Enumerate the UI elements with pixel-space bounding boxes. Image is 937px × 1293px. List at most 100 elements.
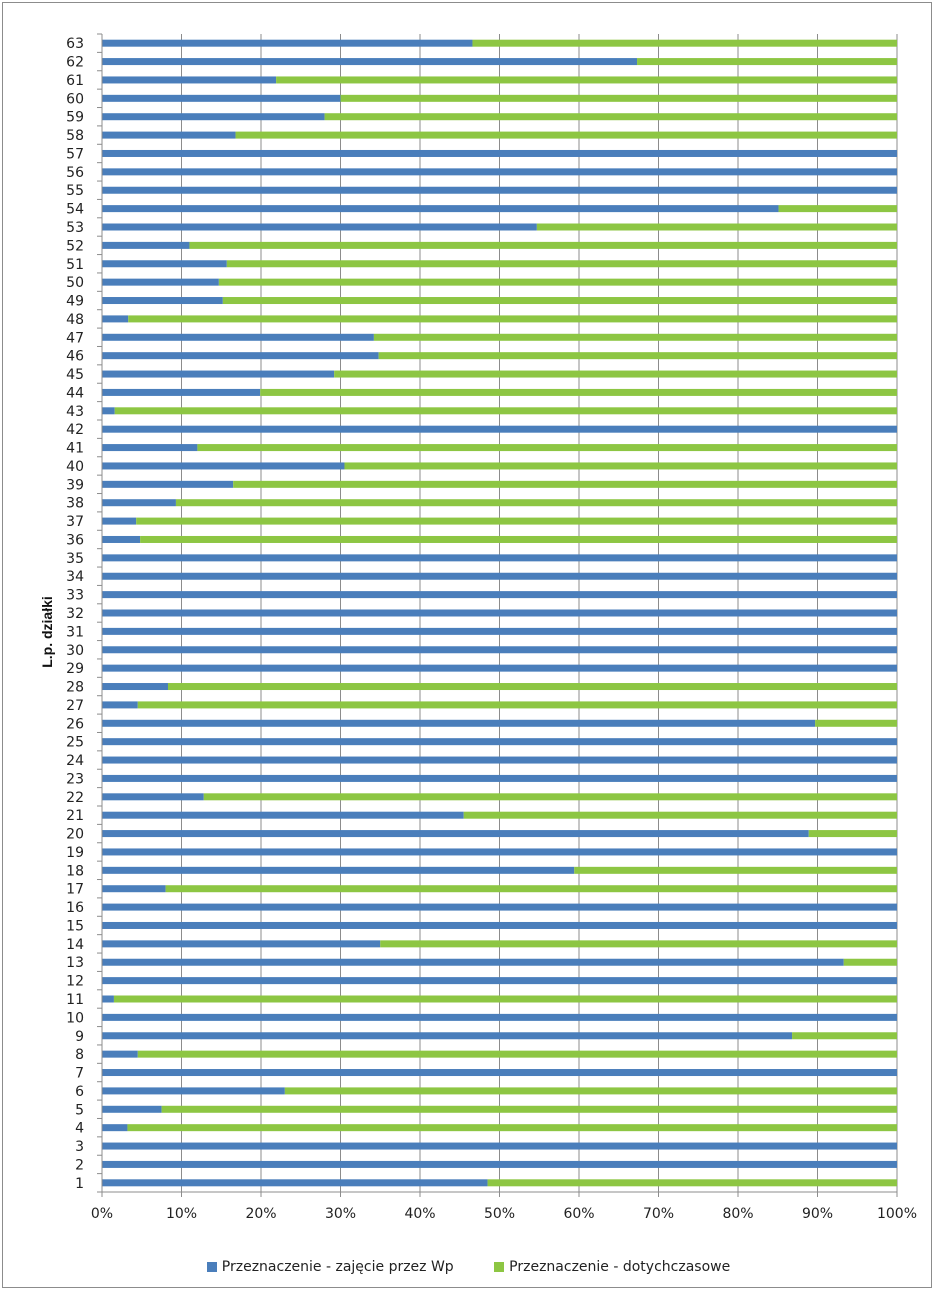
y-tick-label: 15: [66, 918, 84, 934]
legend: Przeznaczenie - zajęcie przez Wp Przezna…: [0, 1259, 937, 1276]
bar-segment-wp: [102, 811, 464, 819]
bars-layer: [102, 39, 898, 1187]
bar-segment-existing: [808, 830, 897, 838]
bar-segment-wp: [102, 830, 809, 838]
bar-segment-existing: [260, 388, 898, 396]
x-tick-label: 60%: [563, 1206, 594, 1222]
y-axis-title: L.p. działki: [39, 596, 55, 668]
y-tick-label: 50: [66, 275, 84, 291]
bar-segment-existing: [380, 940, 897, 948]
bar-segment-wp: [102, 1087, 285, 1095]
bar-segment-wp: [102, 168, 897, 176]
bar-segment-existing: [487, 1179, 897, 1187]
y-tick-label: 29: [66, 661, 84, 677]
bar-segment-wp: [102, 793, 204, 801]
bar-segment-existing: [167, 683, 898, 691]
bar-segment-existing: [128, 315, 898, 323]
bar-segment-existing: [472, 39, 897, 47]
bar-segment-existing: [373, 333, 897, 341]
y-tick-label: 6: [75, 1084, 84, 1100]
bar-segment-wp: [102, 719, 816, 727]
bar-segment-existing: [226, 260, 897, 268]
bar-segment-wp: [102, 278, 219, 286]
y-tick-label: 9: [75, 1029, 84, 1045]
y-tick-label: 58: [66, 128, 84, 144]
y-tick-label: 36: [66, 532, 84, 548]
y-tick-label: 55: [66, 183, 84, 199]
bar-segment-wp: [102, 425, 897, 433]
bar-segment-wp: [102, 352, 379, 360]
bar-segment-wp: [102, 866, 575, 874]
y-tick-label: 61: [66, 73, 84, 89]
y-tick-label: 19: [66, 845, 84, 861]
x-tick-label: 10%: [166, 1206, 197, 1222]
bar-segment-existing: [197, 444, 897, 452]
x-tick-label: 40%: [404, 1206, 435, 1222]
bar-segment-existing: [463, 811, 897, 819]
bar-segment-existing: [113, 995, 898, 1003]
bar-segment-wp: [102, 480, 234, 488]
x-tick-label: 80%: [722, 1206, 753, 1222]
bar-segment-wp: [102, 554, 897, 562]
bar-segment-wp: [102, 444, 198, 452]
axes-layer: [97, 33, 898, 1197]
y-tick-label: 31: [66, 624, 84, 640]
y-tick-label: 35: [66, 551, 84, 567]
bar-segment-existing: [203, 793, 897, 801]
bar-segment-wp: [102, 1013, 897, 1021]
bar-segment-existing: [284, 1087, 898, 1095]
bar-segment-wp: [102, 58, 638, 66]
bar-segment-existing: [378, 352, 897, 360]
legend-swatch-green: [494, 1262, 505, 1272]
y-tick-label: 2: [75, 1157, 84, 1173]
y-tick-label: 49: [66, 294, 84, 310]
bar-segment-wp: [102, 94, 341, 102]
y-tick-label: 24: [66, 753, 84, 769]
bar-segment-wp: [102, 958, 844, 966]
bar-segment-existing: [175, 499, 897, 507]
bar-segment-wp: [102, 646, 897, 654]
bar-segment-wp: [102, 1032, 793, 1040]
bar-segment-wp: [102, 940, 381, 948]
y-tick-label: 34: [66, 569, 84, 585]
x-tick-label: 70%: [643, 1206, 674, 1222]
bar-segment-wp: [102, 517, 137, 525]
y-tick-label: 43: [66, 404, 84, 420]
bar-segment-existing: [792, 1032, 897, 1040]
bar-segment-existing: [222, 297, 898, 305]
y-tick-label: 20: [66, 827, 84, 843]
bar-segment-wp: [102, 149, 897, 157]
y-tick-label: 37: [66, 514, 84, 530]
bar-segment-wp: [102, 683, 168, 691]
bar-segment-wp: [102, 756, 897, 764]
bar-segment-wp: [102, 370, 335, 378]
bar-segment-existing: [114, 407, 898, 415]
y-tick-label: 39: [66, 477, 84, 493]
y-tick-label: 1: [75, 1176, 84, 1192]
y-tick-label: 59: [66, 110, 84, 126]
y-tick-label: 22: [66, 790, 84, 806]
bar-segment-wp: [102, 499, 176, 507]
bar-segment-wp: [102, 1069, 897, 1077]
y-tick-label: 30: [66, 643, 84, 659]
y-tick-label: 33: [66, 588, 84, 604]
bar-segment-wp: [102, 738, 897, 746]
bar-segment-wp: [102, 205, 779, 213]
bar-segment-wp: [102, 333, 374, 341]
bar-segment-existing: [137, 701, 897, 709]
y-tick-label: 44: [66, 385, 84, 401]
y-tick-label: 42: [66, 422, 84, 438]
bar-segment-wp: [102, 591, 897, 599]
y-tick-label: 14: [66, 937, 84, 953]
bar-segment-wp: [102, 315, 129, 323]
legend-label-existing: Przeznaczenie - dotychczasowe: [509, 1259, 731, 1275]
y-tick-label: 41: [66, 441, 84, 457]
bar-segment-wp: [102, 223, 537, 231]
y-tick-label: 27: [66, 698, 84, 714]
bar-segment-wp: [102, 701, 138, 709]
bar-segment-wp: [102, 1105, 162, 1113]
y-tick-label: 53: [66, 220, 84, 236]
bar-segment-wp: [102, 1050, 138, 1058]
y-tick-label: 56: [66, 165, 84, 181]
